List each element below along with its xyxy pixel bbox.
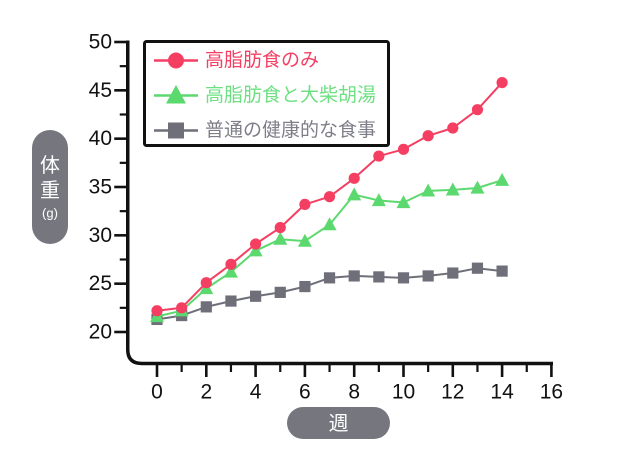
y-tick-label: 20 (89, 321, 112, 344)
series-2-point (422, 270, 434, 282)
series-0-point (447, 122, 459, 134)
y-tick-label: 40 (89, 127, 112, 150)
series-0-point (200, 277, 212, 289)
x-tick-label: 10 (392, 381, 415, 404)
series-0-point (397, 143, 410, 155)
x-tick-label: 16 (540, 381, 563, 404)
series-2-point (299, 280, 311, 293)
y-axis-pill-background (32, 130, 68, 244)
legend-item-2: 普通の健康的な食事 (154, 119, 376, 141)
series-2-point (447, 267, 459, 279)
y-tick-label: 30 (89, 224, 112, 247)
series-1-point (421, 183, 436, 197)
x-tick-label: 8 (348, 381, 360, 404)
series-0-point (348, 172, 360, 184)
x-tick-label: 6 (299, 381, 311, 404)
x-tick-label: 14 (490, 381, 514, 404)
x-axis-label-pill: 週 (287, 407, 390, 439)
series-2-point (471, 262, 484, 274)
legend-label: 高脂肪食のみ (205, 49, 319, 71)
legend-label: 普通の健康的な食事 (205, 119, 376, 141)
series-1-point (223, 264, 238, 278)
series-0-point (274, 222, 286, 234)
x-tick-label: 0 (151, 381, 163, 404)
series-1 (150, 172, 510, 323)
series-0-point (496, 77, 508, 89)
series-2-point (397, 272, 410, 284)
series-0-point (299, 198, 311, 210)
x-tick-label: 2 (200, 381, 212, 404)
y-tick-label: 45 (89, 79, 112, 102)
series-2-point (250, 290, 262, 302)
x-tick-label: 12 (441, 381, 464, 404)
series-1-point (297, 233, 312, 247)
series-2-point (348, 270, 360, 282)
y-tick-label: 25 (89, 272, 112, 295)
legend-box (143, 40, 390, 147)
legend-circle-icon (168, 52, 184, 69)
series-2-point (496, 265, 508, 277)
y-tick-label: 35 (89, 176, 112, 199)
y-axis-label-char: 体 (40, 154, 60, 177)
series-1-point (347, 187, 362, 201)
series-1-point (248, 243, 263, 257)
series-0-point (151, 305, 163, 317)
legend-label: 高脂肪食と大柴胡湯 (205, 84, 376, 106)
x-tick-label: 4 (250, 381, 262, 404)
series-0-point (323, 191, 336, 203)
series-0-point (373, 150, 385, 162)
series-1-point (273, 231, 288, 245)
series-0 (151, 77, 508, 317)
axes-spine (126, 40, 553, 366)
series-2-point (225, 295, 237, 307)
series-0-point (422, 130, 434, 142)
series-1-point (322, 217, 337, 231)
y-axis-label-char: 重 (40, 179, 60, 202)
series-1-point (495, 172, 510, 186)
series-2-point (373, 271, 385, 283)
legend-item-0: 高脂肪食のみ (154, 49, 319, 71)
series-0-point (250, 238, 262, 250)
legend-triangle-icon (166, 84, 186, 104)
series-0-point (471, 104, 484, 116)
series-2-point (323, 272, 336, 284)
y-axis-unit-label: (g) (42, 206, 58, 221)
series-0-point (225, 258, 237, 270)
x-axis-label: 週 (329, 412, 349, 435)
series-1-point (445, 182, 460, 196)
x-axis-pill-background (287, 407, 390, 439)
legend-item-1: 高脂肪食と大柴胡湯 (154, 84, 376, 106)
series-0-point (176, 302, 188, 314)
series-1-point (470, 180, 485, 194)
y-axis-label-pill: 体重 (g) (32, 130, 68, 244)
series-1-point (371, 193, 386, 207)
series-2-point (274, 286, 286, 298)
series-1-point (396, 195, 411, 209)
legend-square-icon (168, 122, 184, 139)
series-2-point (200, 301, 212, 313)
y-tick-label: 50 (89, 31, 112, 54)
